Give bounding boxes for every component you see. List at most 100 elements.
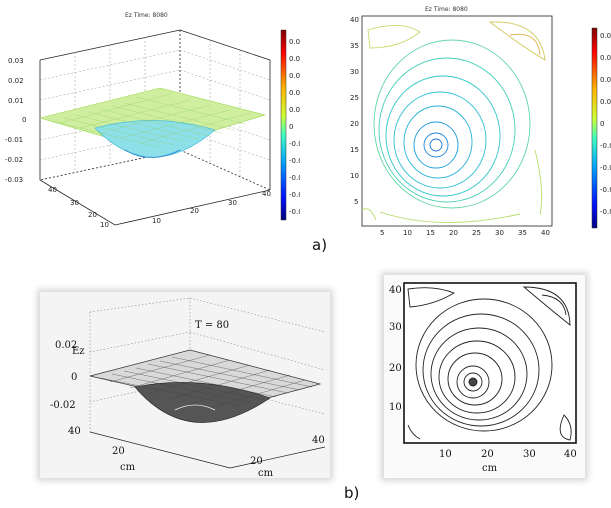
- svg-text:40: 40: [564, 449, 577, 460]
- surface-b-y-unit: cm: [120, 462, 136, 473]
- panel-b-surface: T = 80 Ez 0.02 0 -0.02 40 20 cm 20 40 cm: [40, 292, 330, 479]
- svg-text:0.02: 0.02: [55, 340, 77, 351]
- colorbar-a2-ticks: 0.02 0.015 0.01 0.005 0 -0.005 -0.01 -0.…: [600, 32, 611, 216]
- svg-text:0: 0: [289, 123, 293, 131]
- contour-a-x-ticks: 5 10 15 20 25 30 35 40: [380, 229, 550, 237]
- panel-a-contour: Ez Time: 8080 40 35 30 25 20 15 10: [340, 0, 611, 240]
- svg-text:30: 30: [389, 322, 402, 333]
- svg-text:10: 10: [350, 172, 359, 180]
- svg-text:0.01: 0.01: [600, 76, 611, 84]
- svg-text:20: 20: [350, 120, 359, 128]
- svg-text:0.015: 0.015: [289, 72, 300, 80]
- svg-text:10: 10: [439, 449, 452, 460]
- contour-a-lines: [361, 21, 546, 223]
- y-tick: 10: [100, 221, 109, 229]
- colorbar-a2: [591, 27, 598, 229]
- panel-a-surface: Ez Time: 8080: [0, 0, 312, 235]
- svg-text:-0.025: -0.025: [289, 208, 300, 216]
- colorbar-a1-ticks: 0.025 0.02 0.015 0.01 0.005 0 -0.005 -0.…: [289, 38, 312, 216]
- caption-a: a): [312, 236, 328, 254]
- contour-a-y-ticks: 40 35 30 25 20 15 10 5: [350, 16, 359, 206]
- svg-text:15: 15: [350, 146, 359, 154]
- surface-a-y-ticks: 40 30 20 10: [48, 186, 109, 229]
- svg-text:-0.015: -0.015: [289, 174, 300, 182]
- svg-text:20: 20: [112, 446, 125, 457]
- contour-b-x-ticks: 10 20 30 40: [439, 449, 577, 460]
- y-tick: 30: [70, 199, 79, 207]
- svg-text:40: 40: [350, 16, 359, 24]
- surface-b-x-ticks: 20 40 cm: [250, 435, 325, 479]
- contour-b-plot: 40 30 20 10 10 20 30 40 cm: [389, 282, 577, 474]
- surface-a-mesh: [38, 87, 267, 158]
- surface-a-x-ticks: 10 20 30 40: [152, 190, 271, 225]
- svg-text:0: 0: [600, 120, 604, 128]
- svg-text:40: 40: [68, 426, 81, 437]
- svg-text:30: 30: [350, 68, 359, 76]
- svg-text:25: 25: [350, 94, 359, 102]
- caption-b: b): [344, 484, 360, 502]
- x-tick: 30: [228, 199, 237, 207]
- svg-text:10: 10: [389, 402, 402, 413]
- colorbar-a1: [280, 29, 287, 221]
- svg-text:-0.01: -0.01: [289, 157, 300, 165]
- svg-text:35: 35: [518, 229, 527, 237]
- z-tick: -0.02: [5, 156, 23, 164]
- svg-text:-0.005: -0.005: [600, 142, 611, 150]
- x-tick: 10: [152, 217, 161, 225]
- svg-text:5: 5: [354, 198, 358, 206]
- svg-text:0.015: 0.015: [600, 54, 611, 62]
- z-tick: -0.01: [5, 136, 23, 144]
- surface-b-plot: T = 80 Ez 0.02 0 -0.02 40 20 cm 20 40 cm: [50, 297, 326, 479]
- y-tick: 40: [48, 186, 57, 194]
- z-tick: 0.01: [8, 97, 24, 105]
- svg-text:-0.005: -0.005: [289, 140, 300, 148]
- svg-text:30: 30: [523, 449, 536, 460]
- contour-a-plot: 40 35 30 25 20 15 10 5 5 10 15 20 25 30 …: [350, 15, 611, 237]
- svg-text:0.02: 0.02: [600, 32, 611, 40]
- x-tick: 20: [190, 207, 199, 215]
- svg-text:0: 0: [71, 372, 77, 383]
- surface-b-x-unit: cm: [258, 468, 274, 478]
- z-tick: 0.02: [8, 77, 24, 85]
- svg-text:40: 40: [389, 285, 402, 296]
- contour-b-y-ticks: 40 30 20 10: [389, 285, 402, 413]
- surface-a-plot: 0.03 0.02 0.01 0 -0.01 -0.02 -0.03 40 30…: [5, 29, 312, 229]
- svg-text:30: 30: [495, 229, 504, 237]
- svg-text:20: 20: [250, 456, 263, 467]
- x-tick: 40: [262, 190, 271, 198]
- svg-text:20: 20: [449, 229, 458, 237]
- svg-text:5: 5: [380, 229, 384, 237]
- svg-text:-0.01: -0.01: [600, 164, 611, 172]
- svg-text:-0.02: -0.02: [289, 191, 300, 199]
- surface-a-z-ticks: 0.03 0.02 0.01 0 -0.01 -0.02 -0.03: [5, 57, 26, 184]
- surface-b-zlabel: Ez: [72, 346, 85, 357]
- svg-text:-0.02: -0.02: [600, 208, 611, 216]
- svg-text:0.005: 0.005: [289, 106, 300, 114]
- svg-text:10: 10: [403, 229, 412, 237]
- svg-text:-0.02: -0.02: [50, 400, 76, 411]
- contour-b-lines: [407, 286, 572, 441]
- surface-b-z-ticks: 0.02 0 -0.02: [50, 340, 77, 411]
- surface-b-annotation: T = 80: [195, 320, 229, 331]
- svg-text:40: 40: [541, 229, 550, 237]
- contour-a-title: Ez Time: 8080: [425, 6, 468, 13]
- svg-text:-0.015: -0.015: [600, 186, 611, 194]
- svg-text:0.005: 0.005: [600, 98, 611, 106]
- z-tick: 0.03: [8, 57, 24, 65]
- svg-text:40: 40: [312, 435, 325, 446]
- svg-text:20: 20: [481, 449, 494, 460]
- y-tick: 20: [88, 211, 97, 219]
- svg-text:0.01: 0.01: [289, 89, 300, 97]
- z-tick: -0.03: [5, 176, 23, 184]
- svg-text:35: 35: [350, 42, 359, 50]
- svg-text:20: 20: [389, 363, 402, 374]
- surface-b-y-ticks: 40 20 cm: [68, 426, 136, 473]
- panel-b-contour: 40 30 20 10 10 20 30 40 cm: [384, 275, 585, 478]
- svg-text:0.02: 0.02: [289, 55, 300, 63]
- svg-text:15: 15: [426, 229, 435, 237]
- contour-b-xlabel: cm: [482, 463, 498, 474]
- svg-text:0.025: 0.025: [289, 38, 300, 46]
- svg-text:25: 25: [472, 229, 481, 237]
- surface-b-mesh: [89, 349, 322, 423]
- surface-a-title: Ez Time: 8080: [125, 12, 168, 19]
